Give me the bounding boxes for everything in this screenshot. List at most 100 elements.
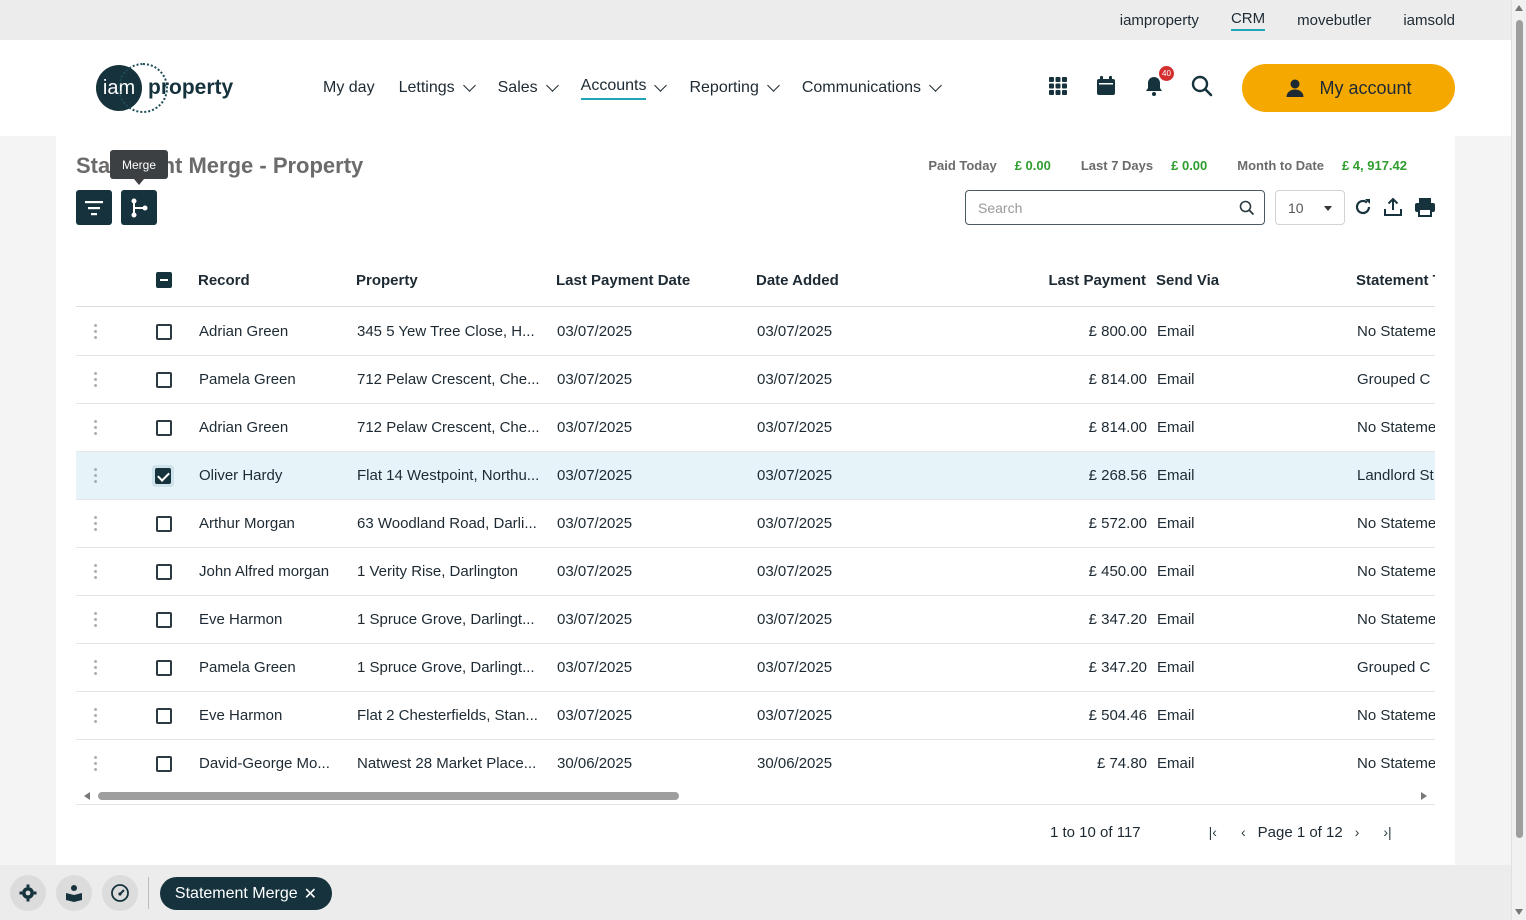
search-input[interactable]: Search xyxy=(965,190,1265,225)
table-row[interactable]: Pamela Green 1 Spruce Grove, Darlingt... 0… xyxy=(76,644,1435,692)
col-record[interactable]: Record xyxy=(198,271,250,289)
table-row[interactable]: Oliver Hardy Flat 14 Westpoint, Northu...… xyxy=(76,452,1435,500)
table-row[interactable]: Adrian Green 712 Pelaw Crescent, Che... 03… xyxy=(76,404,1435,452)
logo[interactable]: iam property xyxy=(96,63,233,113)
nav-my-day[interactable]: My day xyxy=(323,79,375,97)
row-drag-handle-icon[interactable] xyxy=(94,308,100,355)
row-checkbox[interactable] xyxy=(152,452,180,499)
table-horizontal-scrollbar[interactable] xyxy=(76,788,1435,805)
top-link-movebutler[interactable]: movebutler xyxy=(1297,11,1372,29)
row-checkbox[interactable] xyxy=(156,596,184,643)
close-icon[interactable]: ✕ xyxy=(303,885,318,903)
filter-button[interactable] xyxy=(76,190,112,225)
print-icon[interactable] xyxy=(1414,196,1436,218)
cell-record[interactable]: Eve Harmon xyxy=(199,611,283,628)
cell-last-payment-date: 03/07/2025 xyxy=(557,515,633,532)
col-property[interactable]: Property xyxy=(356,271,418,289)
row-checkbox[interactable] xyxy=(156,404,184,451)
apps-grid-icon[interactable] xyxy=(1046,74,1070,98)
cell-record[interactable]: Adrian Green xyxy=(199,419,289,436)
row-checkbox[interactable] xyxy=(156,548,184,595)
refresh-icon[interactable] xyxy=(1352,196,1374,218)
next-page-button[interactable]: › xyxy=(1354,824,1360,840)
nav-reporting[interactable]: Reporting xyxy=(689,79,780,97)
prev-page-button[interactable]: ‹ xyxy=(1240,824,1246,840)
scroll-down-arrow[interactable] xyxy=(1515,909,1523,915)
row-drag-handle-icon[interactable] xyxy=(94,452,100,499)
horizontal-scroll-thumb[interactable] xyxy=(98,792,679,800)
cell-date-added: 03/07/2025 xyxy=(757,611,833,628)
last-page-button[interactable]: ›| xyxy=(1383,824,1392,840)
scroll-left-arrow[interactable] xyxy=(84,792,90,800)
row-drag-handle-icon[interactable] xyxy=(94,548,100,595)
cell-date-added: 30/06/2025 xyxy=(757,755,833,772)
top-link-iamproperty[interactable]: iamproperty xyxy=(1119,11,1199,29)
nav-accounts[interactable]: Accounts xyxy=(580,77,668,100)
open-tab-statement-merge[interactable]: Statement Merge ✕ xyxy=(160,877,332,910)
stat-label: Paid Today xyxy=(928,158,997,173)
cell-date-added: 03/07/2025 xyxy=(757,371,833,388)
calendar-icon[interactable] xyxy=(1094,74,1118,98)
row-drag-handle-icon[interactable] xyxy=(94,692,100,739)
table-row[interactable]: Arthur Morgan 63 Woodland Road, Darli... 0… xyxy=(76,500,1435,548)
nav-label: Lettings xyxy=(398,79,455,96)
cell-record[interactable]: Adrian Green xyxy=(199,323,289,340)
filter-icon xyxy=(85,200,103,215)
cell-record[interactable]: Arthur Morgan xyxy=(199,515,295,532)
row-checkbox[interactable] xyxy=(156,308,184,355)
nav-lettings[interactable]: Lettings xyxy=(398,79,476,97)
cell-record[interactable]: Oliver Hardy xyxy=(199,467,283,484)
cell-statement: No Stateme xyxy=(1357,755,1435,772)
table-row[interactable]: Pamela Green 712 Pelaw Crescent, Che... 03… xyxy=(76,356,1435,404)
col-last-payment[interactable]: Last Payment xyxy=(1048,271,1146,289)
row-checkbox[interactable] xyxy=(156,692,184,739)
cell-property: 1 Spruce Grove, Darlingt... xyxy=(357,659,535,676)
row-drag-handle-icon[interactable] xyxy=(94,500,100,547)
cell-record[interactable]: Eve Harmon xyxy=(199,707,283,724)
page-size-select[interactable]: 10 xyxy=(1275,190,1345,225)
table-row[interactable]: Adrian Green 345 5 Yew Tree Close, H... 03… xyxy=(76,308,1435,356)
row-checkbox[interactable] xyxy=(156,644,184,691)
row-drag-handle-icon[interactable] xyxy=(94,644,100,691)
stat-label: Month to Date xyxy=(1237,158,1324,173)
cell-record[interactable]: Pamela Green xyxy=(199,659,296,676)
scroll-thumb[interactable] xyxy=(1516,20,1523,838)
top-link-crm[interactable]: CRM xyxy=(1230,10,1266,31)
cell-record[interactable]: John Alfred morgan xyxy=(199,563,330,580)
table-row[interactable]: John Alfred morgan 1 Verity Rise, Darling… xyxy=(76,548,1435,596)
scroll-right-arrow[interactable] xyxy=(1421,792,1427,800)
page-scrollbar[interactable] xyxy=(1511,0,1526,920)
handbook-icon[interactable] xyxy=(56,875,92,911)
row-checkbox[interactable] xyxy=(156,356,184,403)
cell-send-via: Email xyxy=(1157,563,1195,580)
first-page-button[interactable]: |‹ xyxy=(1208,824,1217,840)
row-drag-handle-icon[interactable] xyxy=(94,740,100,786)
search-icon[interactable] xyxy=(1190,74,1214,98)
dashboard-gauge-icon[interactable] xyxy=(102,875,138,911)
nav-sales[interactable]: Sales xyxy=(498,79,559,97)
col-last-payment-date[interactable]: Last Payment Date xyxy=(556,271,691,289)
cell-record[interactable]: Pamela Green xyxy=(199,371,296,388)
payment-stats: Paid Today £ 0.00 Last 7 Days £ 0.00 Month… xyxy=(928,158,1407,173)
col-date-added[interactable]: Date Added xyxy=(756,271,839,289)
col-send-via[interactable]: Send Via xyxy=(1156,271,1220,289)
select-all-checkbox[interactable] xyxy=(156,254,176,306)
my-account-button[interactable]: My account xyxy=(1242,64,1455,112)
bell-icon[interactable]: 40 xyxy=(1142,66,1174,98)
col-statement-type[interactable]: Statement T xyxy=(1356,271,1435,289)
table-row[interactable]: David-George Mo... Natwest 28 Market Plac… xyxy=(76,740,1435,786)
cell-record[interactable]: David-George Mo... xyxy=(199,755,330,772)
top-link-iamsold[interactable]: iamsold xyxy=(1403,11,1455,29)
row-drag-handle-icon[interactable] xyxy=(94,404,100,451)
row-drag-handle-icon[interactable] xyxy=(94,356,100,403)
merge-button[interactable] xyxy=(121,190,157,225)
nav-communications[interactable]: Communications xyxy=(802,79,942,97)
settings-gear-icon[interactable] xyxy=(10,875,46,911)
table-row[interactable]: Eve Harmon Flat 2 Chesterfields, Stan... 0… xyxy=(76,692,1435,740)
row-checkbox[interactable] xyxy=(156,740,184,786)
table-row[interactable]: Eve Harmon 1 Spruce Grove, Darlingt... 03/… xyxy=(76,596,1435,644)
scroll-up-arrow[interactable] xyxy=(1515,5,1523,11)
row-drag-handle-icon[interactable] xyxy=(94,596,100,643)
export-icon[interactable] xyxy=(1382,196,1404,218)
row-checkbox[interactable] xyxy=(156,500,184,547)
